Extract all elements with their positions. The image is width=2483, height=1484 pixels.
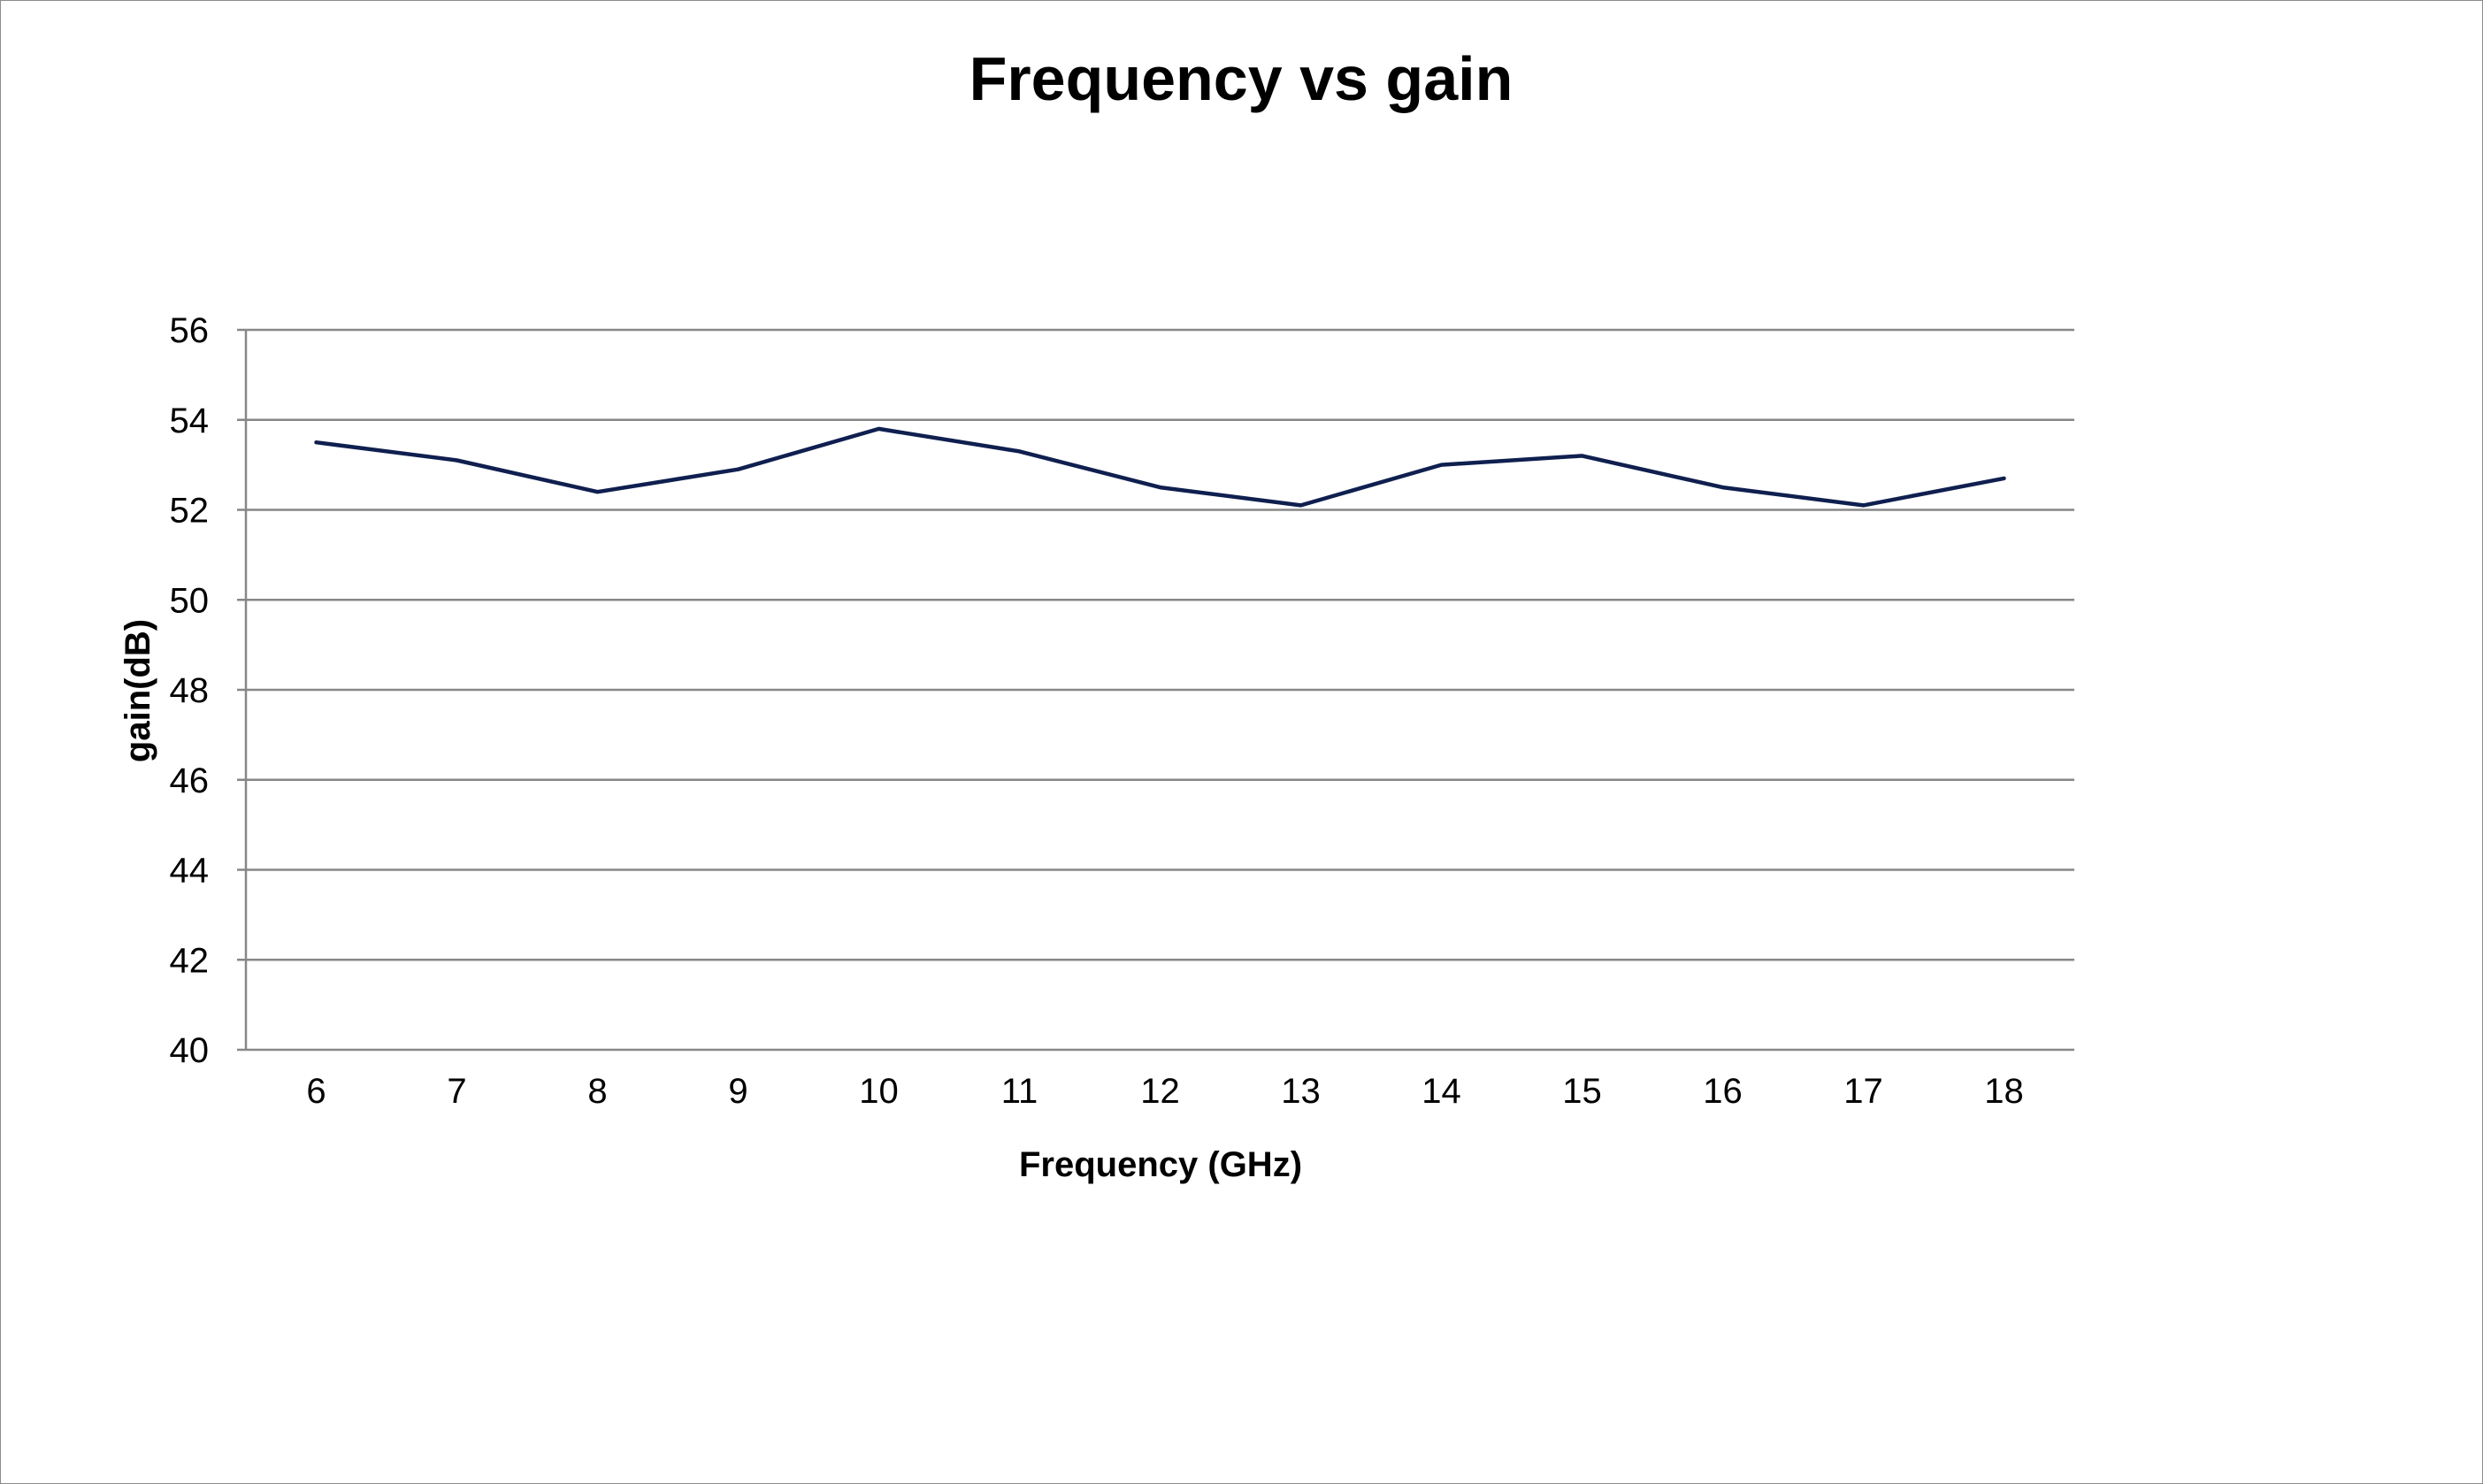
y-tick-label: 52: [170, 492, 210, 531]
y-tick-label: 40: [170, 1031, 210, 1070]
y-axis-title: gain(dB): [119, 619, 157, 762]
data-point: [455, 458, 460, 463]
x-tick-label: 8: [587, 1072, 607, 1111]
x-tick-label: 7: [447, 1072, 466, 1111]
y-tick-label: 46: [170, 761, 210, 800]
data-point: [1158, 485, 1163, 490]
x-tick-label: 16: [1703, 1072, 1743, 1111]
data-point: [595, 489, 601, 494]
data-point: [736, 467, 741, 472]
data-point: [1439, 463, 1445, 468]
x-tick-label: 10: [859, 1072, 899, 1111]
chart-title: Frequency vs gain: [969, 44, 1514, 113]
data-point: [877, 426, 882, 432]
y-tick-label: 48: [170, 671, 210, 710]
y-tick-label: 56: [170, 311, 210, 350]
gridlines: [246, 328, 2074, 961]
x-tick-labels: 6 7 8 9 10 11 12 13 14 15 16 17 18: [306, 1072, 2023, 1111]
x-tick-label: 9: [728, 1072, 747, 1111]
x-tick-label: 11: [1001, 1072, 1038, 1111]
series-group: [314, 426, 2007, 508]
x-tick-label: 17: [1843, 1072, 1883, 1111]
y-tick-label: 50: [170, 581, 210, 620]
x-tick-label: 12: [1140, 1072, 1180, 1111]
y-tick-label: 54: [170, 402, 210, 440]
x-tick-label: 18: [1984, 1072, 2024, 1111]
y-tick-label: 44: [170, 852, 210, 891]
axes: [237, 328, 2074, 1052]
x-tick-label: 13: [1281, 1072, 1321, 1111]
x-tick-label: 6: [306, 1072, 326, 1111]
series-line-0: [314, 426, 2006, 508]
data-point: [2002, 476, 2007, 481]
x-tick-label: 14: [1422, 1072, 1461, 1111]
data-point: [1861, 502, 1866, 508]
data-point: [1299, 502, 1304, 508]
y-tick-labels: 40 42 44 46 48 50 52 54 56: [170, 311, 210, 1070]
data-point: [1017, 448, 1023, 454]
data-point: [314, 440, 319, 445]
data-point: [1580, 453, 1585, 458]
y-tick-label: 42: [170, 941, 210, 980]
data-point: [1720, 485, 1726, 490]
x-tick-label: 15: [1562, 1072, 1602, 1111]
x-axis-title: Frequency (GHz): [1019, 1145, 1302, 1184]
